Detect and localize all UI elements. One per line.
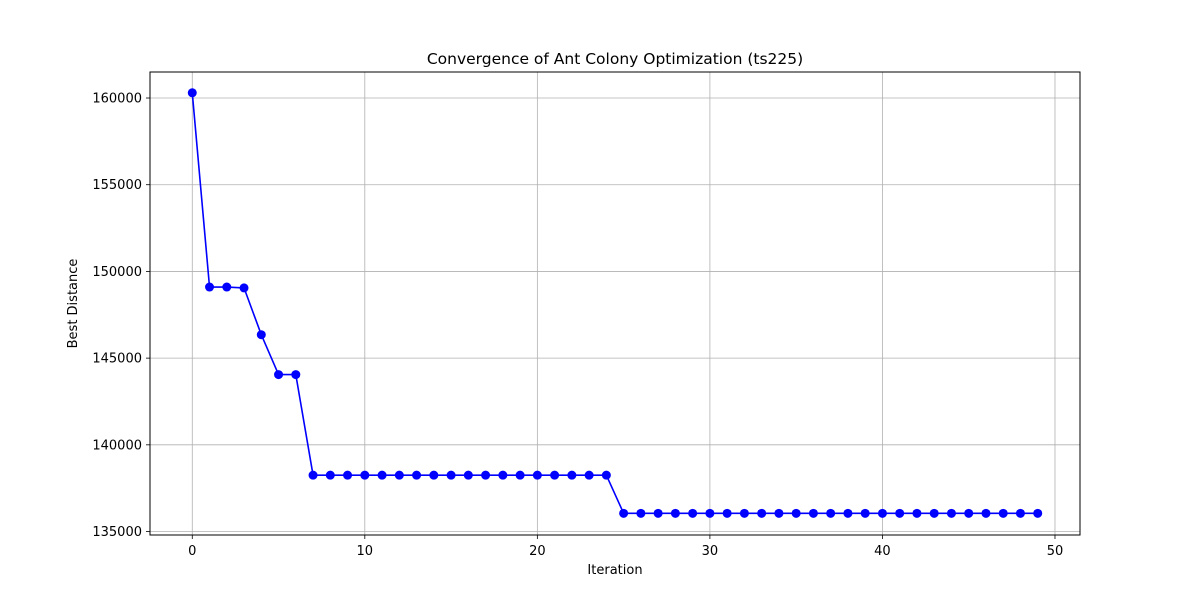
data-point [205, 282, 215, 292]
data-point [929, 508, 939, 518]
plot-frame [149, 71, 1081, 536]
data-point [688, 508, 698, 518]
data-point [325, 470, 335, 480]
data-point [791, 508, 801, 518]
y-tick-label: 140000 [92, 438, 142, 453]
data-point [774, 508, 784, 518]
data-point [705, 508, 715, 518]
data-point [308, 470, 318, 480]
y-tick-label: 155000 [92, 178, 142, 193]
data-point [446, 470, 456, 480]
data-point [498, 470, 508, 480]
data-point [515, 470, 525, 480]
chart-title: Convergence of Ant Colony Optimization (… [427, 50, 803, 68]
data-point [653, 508, 663, 518]
data-point [343, 470, 353, 480]
data-point [912, 508, 922, 518]
data-point [291, 370, 301, 380]
data-point [757, 508, 767, 518]
data-point [1015, 508, 1025, 518]
y-tick-label: 135000 [92, 525, 142, 540]
data-point [998, 508, 1008, 518]
data-point [394, 470, 404, 480]
data-point [739, 508, 749, 518]
data-point [981, 508, 991, 518]
y-tick-label: 145000 [92, 352, 142, 367]
data-point [843, 508, 853, 518]
x-tick-label: 20 [529, 544, 546, 559]
data-point [360, 470, 370, 480]
data-point [1033, 508, 1043, 518]
data-point [463, 470, 473, 480]
data-point [429, 470, 439, 480]
data-point [808, 508, 818, 518]
data-point [377, 470, 387, 480]
x-tick-label: 50 [1047, 544, 1064, 559]
x-axis-label: Iteration [587, 563, 642, 578]
data-point [481, 470, 491, 480]
data-point [567, 470, 577, 480]
data-point [550, 470, 560, 480]
data-point [619, 508, 629, 518]
grid-lines [150, 72, 1080, 535]
data-point [274, 370, 284, 380]
x-tick-label: 0 [188, 544, 196, 559]
data-point [256, 330, 266, 340]
data-point [964, 508, 974, 518]
data-point [239, 283, 249, 293]
data-point [877, 508, 887, 518]
ticks: 0 10 20 30 40 50 135000 140000 145000 150000 15500… [92, 92, 1063, 559]
x-tick-label: 30 [702, 544, 719, 559]
data-point [860, 508, 870, 518]
y-tick-label: 150000 [92, 265, 142, 280]
series-layer [187, 88, 1043, 518]
data-point [187, 88, 197, 98]
data-point [895, 508, 905, 518]
data-point [222, 282, 232, 292]
data-point [532, 470, 542, 480]
data-point [412, 470, 422, 480]
data-point [946, 508, 956, 518]
data-point [722, 508, 732, 518]
data-point [826, 508, 836, 518]
y-axis-label: Best Distance [66, 259, 81, 349]
x-tick-label: 10 [357, 544, 374, 559]
data-point [601, 470, 611, 480]
x-tick-label: 40 [874, 544, 891, 559]
data-point [636, 508, 646, 518]
y-tick-label: 160000 [92, 92, 142, 107]
data-point [670, 508, 680, 518]
data-point [584, 470, 594, 480]
